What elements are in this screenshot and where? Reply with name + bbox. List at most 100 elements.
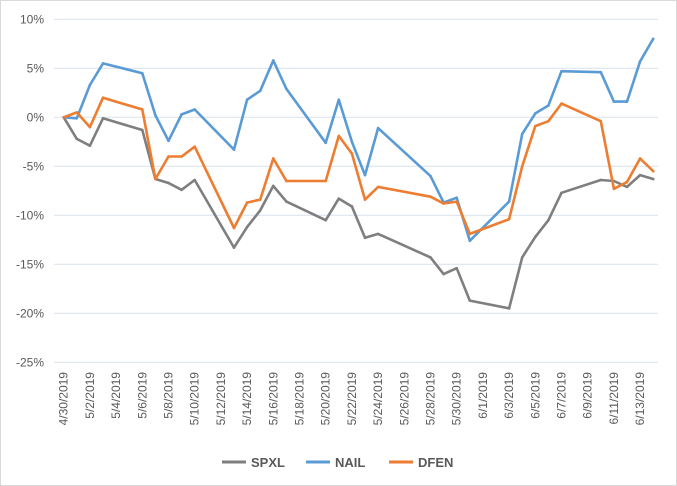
data-point-spxl — [560, 191, 563, 195]
data-point-nail — [285, 87, 288, 91]
data-point-spxl — [141, 128, 144, 132]
data-point-spxl — [468, 299, 472, 302]
data-point-dfen — [167, 155, 170, 158]
data-point-spxl — [363, 236, 367, 240]
data-point-nail — [455, 196, 459, 199]
legend-label: SPXL — [251, 455, 285, 470]
data-point-nail — [376, 126, 380, 130]
data-point-nail — [625, 100, 629, 103]
data-point-dfen — [193, 145, 196, 148]
data-point-dfen — [258, 198, 262, 201]
data-point-nail — [141, 71, 144, 75]
data-point-nail — [180, 113, 183, 116]
data-point-spxl — [245, 225, 249, 229]
data-point-dfen — [625, 180, 629, 184]
data-point-spxl — [442, 272, 445, 276]
data-point-dfen — [232, 226, 236, 230]
data-point-dfen — [547, 119, 550, 123]
data-point-nail — [324, 141, 328, 145]
x-tick-label: 5/2/2019 — [83, 372, 97, 419]
data-point-dfen — [534, 124, 537, 128]
data-point-nail — [534, 112, 537, 115]
data-point-spxl — [638, 173, 642, 177]
data-point-nail — [154, 114, 157, 117]
x-tick-label: 6/7/2019 — [555, 372, 569, 419]
data-point-spxl — [520, 256, 524, 259]
data-point-dfen — [245, 201, 249, 204]
legend-label: NAIL — [335, 455, 365, 470]
data-point-dfen — [154, 177, 157, 181]
data-point-dfen — [651, 169, 655, 173]
x-tick-label: 5/16/2019 — [266, 372, 280, 426]
data-point-dfen — [442, 202, 445, 205]
y-tick-label: -10% — [16, 208, 44, 222]
data-point-nail — [167, 139, 170, 143]
data-point-dfen — [337, 134, 341, 138]
data-point-nail — [651, 37, 655, 41]
y-tick-label: -5% — [23, 159, 45, 173]
data-point-spxl — [167, 181, 170, 185]
data-point-nail — [468, 239, 472, 243]
y-tick-label: -25% — [16, 355, 44, 369]
data-point-nail — [337, 98, 341, 101]
x-tick-label: 6/9/2019 — [581, 372, 595, 419]
data-point-spxl — [324, 218, 328, 222]
data-point-spxl — [625, 185, 629, 189]
y-tick-label: -15% — [16, 257, 44, 271]
x-tick-label: 5/18/2019 — [293, 372, 307, 426]
data-point-dfen — [507, 217, 511, 221]
data-point-nail — [520, 132, 524, 136]
data-point-spxl — [547, 218, 550, 222]
x-tick-label: 5/8/2019 — [162, 372, 176, 419]
data-point-nail — [507, 200, 511, 203]
data-point-dfen — [285, 179, 288, 183]
data-point-nail — [88, 83, 92, 87]
data-point-spxl — [75, 137, 79, 141]
data-point-dfen — [75, 111, 79, 114]
data-point-spxl — [599, 178, 603, 182]
x-tick-label: 5/30/2019 — [450, 372, 464, 426]
data-point-spxl — [350, 205, 354, 208]
data-point-nail — [232, 148, 236, 151]
data-point-nail — [560, 69, 563, 73]
data-point-spxl — [337, 197, 341, 200]
data-point-dfen — [612, 187, 616, 191]
x-tick-label: 5/6/2019 — [135, 372, 149, 419]
x-tick-label: 5/22/2019 — [345, 372, 359, 426]
data-point-nail — [75, 116, 79, 120]
y-tick-label: 10% — [20, 12, 44, 26]
data-point-spxl — [258, 209, 262, 212]
x-tick-label: 5/24/2019 — [371, 372, 385, 426]
data-point-nail — [638, 60, 642, 63]
data-point-dfen — [141, 108, 144, 111]
data-point-nail — [258, 89, 262, 93]
legend-item-spxl: SPXL — [222, 455, 285, 470]
data-point-spxl — [376, 232, 380, 236]
x-tick-label: 5/20/2019 — [319, 372, 333, 426]
data-point-spxl — [534, 235, 537, 239]
x-tick-label: 6/13/2019 — [633, 372, 647, 426]
y-tick-label: -20% — [16, 306, 44, 320]
data-point-dfen — [101, 96, 105, 99]
x-tick-label: 6/1/2019 — [476, 372, 490, 419]
data-point-spxl — [88, 144, 92, 148]
data-point-dfen — [599, 119, 603, 123]
data-point-spxl — [101, 116, 105, 120]
data-point-nail — [429, 174, 432, 178]
data-point-spxl — [285, 200, 288, 203]
data-point-nail — [101, 62, 105, 65]
x-tick-label: 5/10/2019 — [188, 372, 202, 426]
x-tick-label: 6/3/2019 — [502, 372, 516, 419]
y-tick-label: 5% — [27, 61, 45, 75]
x-tick-label: 6/5/2019 — [528, 372, 542, 419]
data-point-dfen — [560, 102, 563, 105]
data-point-spxl — [193, 178, 196, 182]
data-point-dfen — [376, 185, 380, 189]
data-point-spxl — [651, 177, 655, 181]
x-tick-label: 5/28/2019 — [424, 372, 438, 426]
data-point-nail — [612, 100, 616, 103]
data-point-spxl — [180, 188, 183, 192]
